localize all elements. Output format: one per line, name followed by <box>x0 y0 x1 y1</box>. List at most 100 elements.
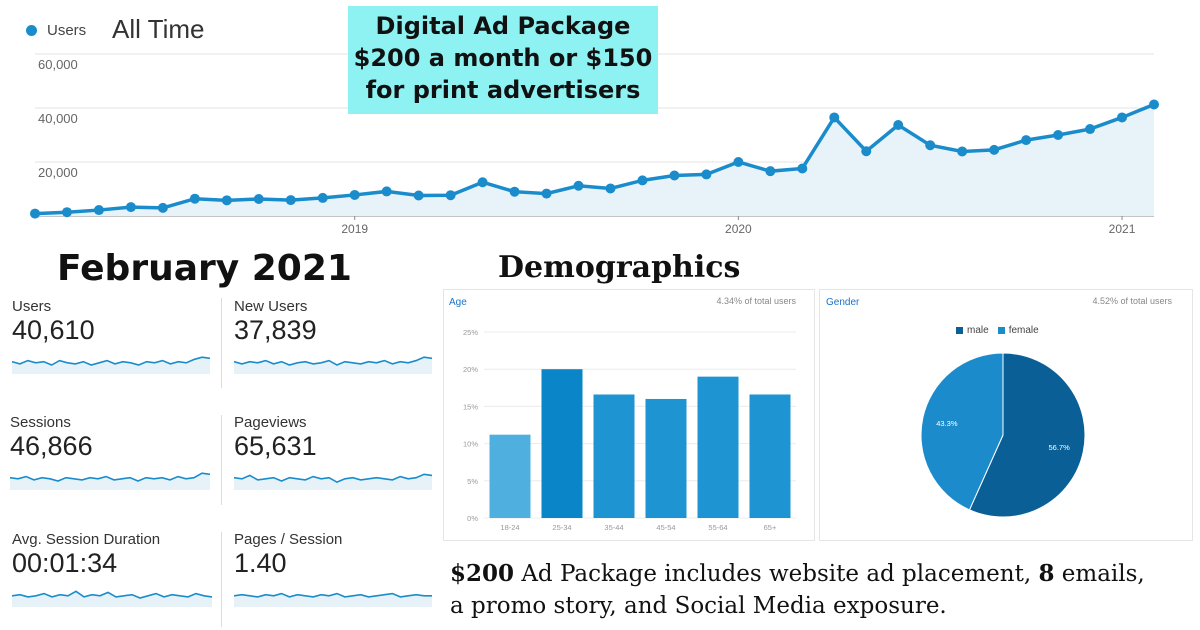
y-tick-label: 10% <box>463 440 478 449</box>
users-data-point <box>317 192 328 203</box>
gender-panel-title: Gender <box>826 297 860 308</box>
sparkline-line <box>9 472 211 482</box>
users-data-point <box>573 180 584 191</box>
users-data-point <box>445 190 456 201</box>
age-bar <box>749 394 791 518</box>
metric-card-pages-per-session[interactable]: Pages / Session 1.40 <box>233 531 432 612</box>
sparkline-fill <box>234 593 432 607</box>
y-tick-label: 25% <box>463 328 478 337</box>
age-panel-title: Age <box>449 297 467 308</box>
sparkline-fill <box>10 473 210 490</box>
description-part-2: emails, <box>1054 561 1145 587</box>
metric-sparkline <box>233 473 433 490</box>
users-data-point <box>541 188 552 199</box>
sparkline-line <box>233 473 433 484</box>
users-legend-dot-icon <box>26 25 37 36</box>
users-data-point <box>765 166 776 177</box>
emails-count: 8 <box>1038 560 1055 587</box>
users-data-point <box>189 193 200 204</box>
users-data-point <box>285 195 296 206</box>
female-swatch-icon <box>997 327 1005 334</box>
users-data-point <box>957 146 968 157</box>
description-part-1: Ad Package includes website ad placement… <box>514 561 1039 587</box>
y-tick-label: 20,000 <box>38 165 78 180</box>
metric-card-sessions[interactable]: Sessions 46,866 <box>9 414 211 495</box>
users-data-point <box>1053 130 1064 140</box>
metric-value: 46,866 <box>10 431 93 461</box>
users-all-time-chart: 2019 2020 2021 <box>30 53 1159 236</box>
metric-card-new-users[interactable]: New Users 37,839 <box>233 298 433 379</box>
chart-legend[interactable]: Users <box>26 22 86 39</box>
legend-male: male <box>967 325 989 336</box>
metric-sparkline <box>11 590 213 607</box>
x-tick-label: 18-24 <box>500 523 519 532</box>
metric-sparkline <box>9 472 211 490</box>
users-data-point <box>61 207 72 218</box>
metric-card-avg-session-duration[interactable]: Avg. Session Duration 00:01:34 <box>11 531 213 612</box>
date-range-label: All Time <box>112 14 205 44</box>
age-panel-note: 4.34% of total users <box>716 296 796 306</box>
promo-line-2: $200 a month or $150 <box>353 44 653 72</box>
users-data-point <box>221 195 232 206</box>
users-data-point <box>829 112 840 123</box>
metric-value: 1.40 <box>234 548 287 578</box>
gender-slice-male <box>968 352 1086 518</box>
y-tick-label: 15% <box>463 402 478 411</box>
package-description: $200 Ad Package includes website ad plac… <box>450 558 1200 622</box>
x-tick-label: 2019 <box>341 222 368 236</box>
users-area-fill <box>35 104 1154 216</box>
metric-sparkline <box>11 356 211 374</box>
metric-label: New Users <box>234 298 308 315</box>
sparkline-line <box>11 356 211 366</box>
price-text: $200 <box>450 560 515 587</box>
users-data-point <box>733 157 744 167</box>
metric-divider <box>221 415 222 505</box>
metric-divider <box>221 532 222 627</box>
metric-value: 65,631 <box>234 431 317 461</box>
gender-slice-female <box>920 352 1004 511</box>
gender-pie-chart: 56.7% 43.3% <box>920 352 1086 518</box>
metric-label: Sessions <box>10 414 71 431</box>
metric-card-users[interactable]: Users 40,610 <box>11 298 211 379</box>
users-data-point <box>413 190 424 201</box>
slice-label: 43.3% <box>936 419 958 428</box>
users-data-point <box>669 170 680 181</box>
promo-line-3: for print advertisers <box>365 76 641 104</box>
y-tick-label: 5% <box>467 477 478 486</box>
users-data-point <box>125 202 136 213</box>
x-tick-label: 65+ <box>764 523 777 532</box>
sparkline-line <box>233 592 432 598</box>
male-swatch-icon <box>956 327 963 334</box>
x-tick-label: 35-44 <box>604 523 623 532</box>
sparkline-fill <box>234 357 432 374</box>
users-data-point <box>1085 124 1096 135</box>
metric-sparkline <box>233 592 432 607</box>
users-data-point <box>381 186 392 197</box>
users-data-point <box>157 202 168 213</box>
gender-legend[interactable]: male female <box>956 325 1039 336</box>
description-line-2: a promo story, and Social Media exposure… <box>450 593 947 619</box>
metric-value: 37,839 <box>234 315 317 345</box>
users-data-point <box>349 189 360 200</box>
demographics-title: Demographics <box>498 250 741 285</box>
users-data-point <box>477 177 488 188</box>
age-bar <box>697 376 739 518</box>
age-bar-chart: 25% 20% 15% 10% 5% 0% 18-24 25-34 35-44 45-54 55-6… <box>463 328 796 532</box>
promo-banner: Digital Ad Package $200 a month or $150 … <box>348 6 658 114</box>
users-data-point <box>925 140 936 151</box>
users-data-point <box>605 183 616 194</box>
metric-divider <box>221 298 222 388</box>
metric-label: Pages / Session <box>234 531 343 548</box>
month-title: February 2021 <box>57 248 352 289</box>
users-data-point <box>861 146 872 157</box>
users-data-point <box>509 186 520 197</box>
metric-card-pageviews[interactable]: Pageviews 65,631 <box>233 414 433 495</box>
sparkline-line <box>233 356 433 366</box>
y-tick-label: 20% <box>463 365 478 374</box>
y-tick-label: 60,000 <box>38 57 78 72</box>
age-bar <box>489 434 531 518</box>
x-tick-label: 2020 <box>725 222 752 236</box>
x-tick-label: 2021 <box>1109 222 1136 236</box>
users-data-point <box>797 163 808 174</box>
metric-label: Users <box>12 298 52 315</box>
